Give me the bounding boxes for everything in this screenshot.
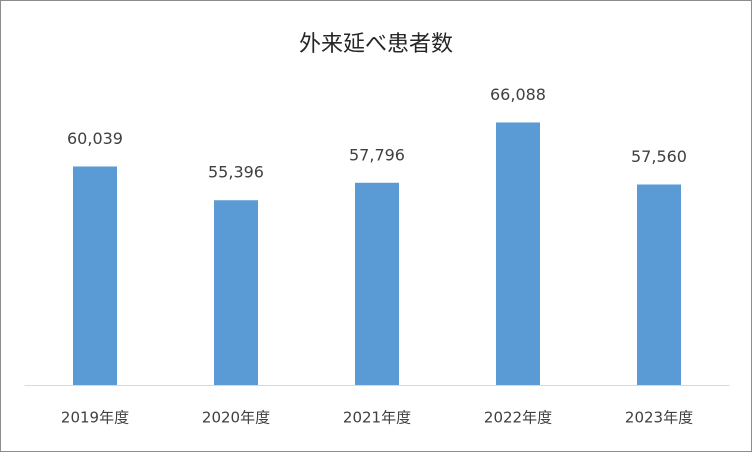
x-tick-label: 2021年度 [343,409,411,427]
x-tick-label: 2022年度 [484,409,552,427]
bar [496,122,540,385]
bar [73,166,117,385]
bar [214,200,258,385]
x-tick-label: 2019年度 [61,409,129,427]
x-tick-label: 2020年度 [202,409,270,427]
chart-title: 外来延べ患者数 [299,32,453,57]
data-label: 57,796 [349,145,405,164]
data-label: 66,088 [490,85,546,104]
bar [637,184,681,385]
x-tick-label: 2023年度 [625,409,693,427]
bar [355,182,399,385]
data-label: 55,396 [208,163,264,182]
data-label: 57,560 [631,147,687,166]
data-label: 60,039 [67,129,123,148]
